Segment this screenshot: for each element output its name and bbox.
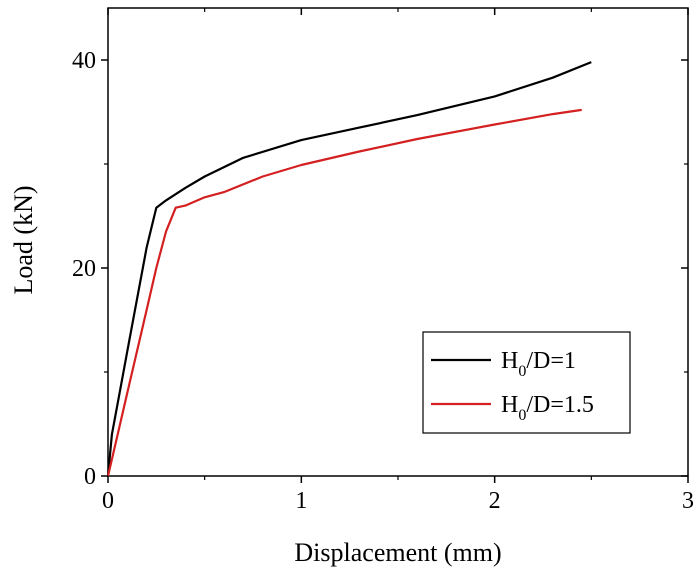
x-tick-label: 0 [102, 488, 114, 514]
y-tick-label: 20 [72, 256, 96, 282]
x-tick-label: 1 [295, 488, 307, 514]
legend-label-1: H0/D=1 [501, 348, 576, 380]
y-tick-label: 0 [84, 464, 96, 490]
legend: H0/D=1 H0/D=1.5 [422, 331, 631, 434]
y-tick-label: 40 [72, 48, 96, 74]
legend-box [422, 331, 631, 434]
ticks: 0 1 2 3 0 20 40 [72, 8, 694, 514]
x-axis-label: Displacement (mm) [294, 538, 501, 567]
x-tick-label: 2 [489, 488, 501, 514]
series-line-2 [106, 108, 582, 477]
series-line-1 [106, 61, 592, 477]
x-tick-label: 3 [682, 488, 694, 514]
series-layer [106, 61, 592, 477]
y-axis-label: Load (kN) [9, 185, 38, 294]
legend-label-2: H0/D=1.5 [501, 392, 594, 424]
